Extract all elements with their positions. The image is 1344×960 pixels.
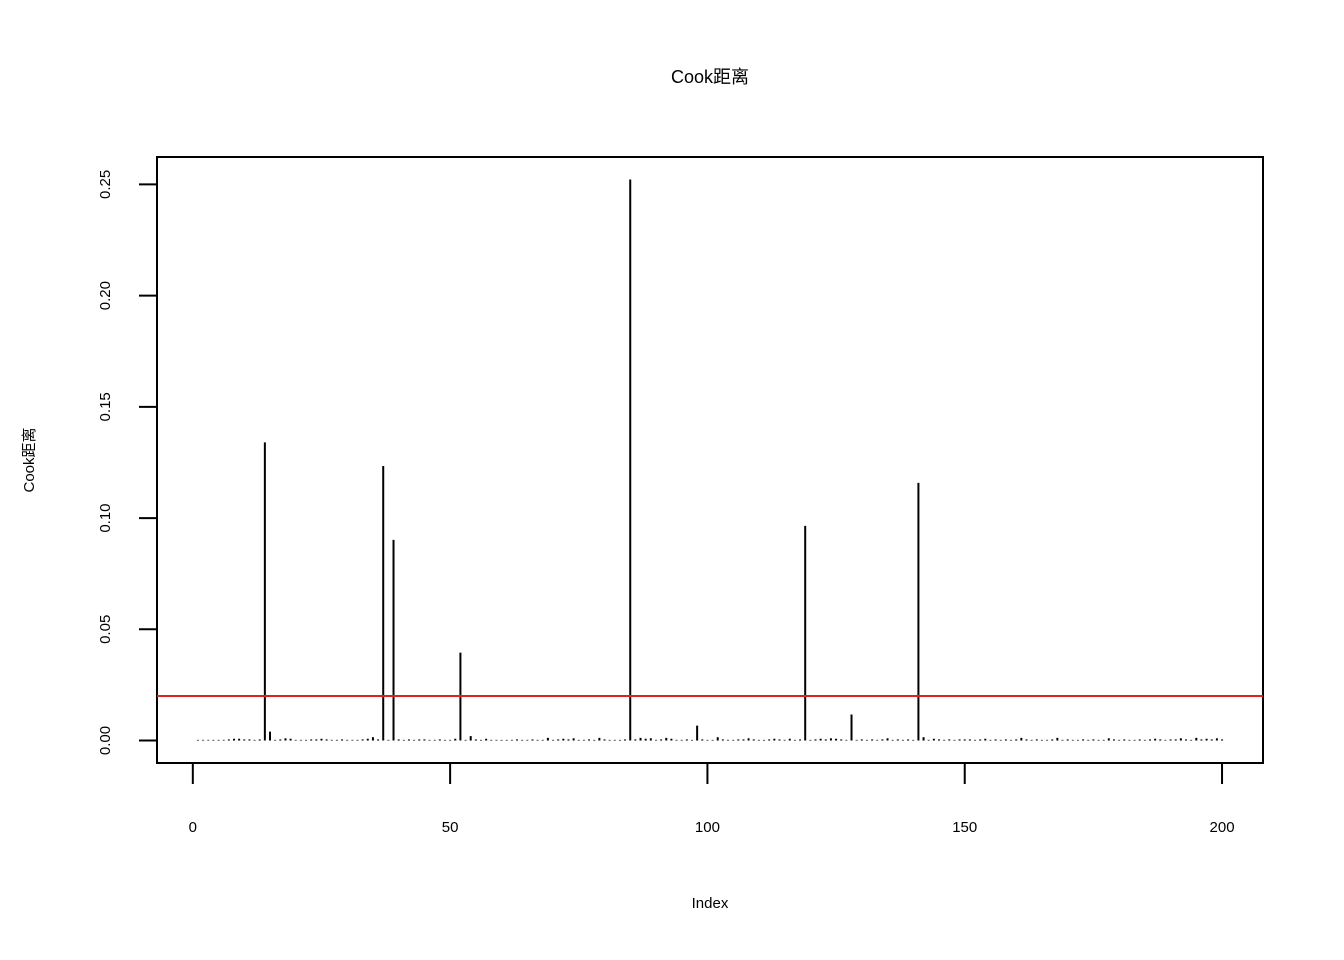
y-axis-label: Cook距离 [21, 427, 38, 492]
y-tick-label: 0.25 [97, 170, 114, 199]
y-tick-label: 0.20 [97, 281, 114, 310]
y-tick-label: 0.00 [97, 726, 114, 755]
x-tick-label: 200 [1210, 819, 1235, 836]
x-tick-label: 100 [695, 819, 720, 836]
x-tick-label: 150 [952, 819, 977, 836]
y-tick-label: 0.10 [97, 503, 114, 532]
chart-title: Cook距离 [671, 67, 749, 87]
plot-frame [156, 156, 1264, 764]
y-tick-label: 0.05 [97, 615, 114, 644]
y-tick-label: 0.15 [97, 392, 114, 421]
x-tick-label: 50 [442, 819, 459, 836]
x-tick-label: 0 [189, 819, 197, 836]
x-axis-label: Index [692, 895, 729, 912]
